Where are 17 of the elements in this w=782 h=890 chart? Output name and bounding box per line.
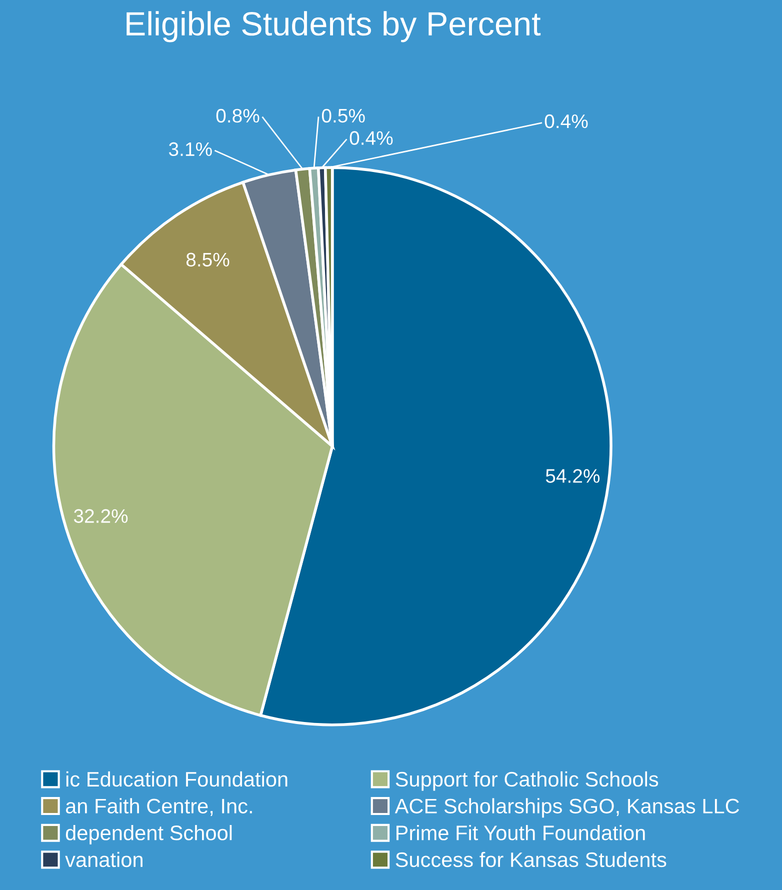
legend-label: Support for Catholic Schools bbox=[396, 771, 658, 791]
legend-label: vanation bbox=[65, 852, 142, 868]
data-label: 0.4% bbox=[350, 131, 393, 145]
legend-label: ic Education Foundation bbox=[66, 771, 288, 787]
data-label: 3.1% bbox=[168, 142, 212, 156]
data-label: 54.2% bbox=[546, 469, 600, 483]
data-label: 0.4% bbox=[544, 114, 588, 128]
legend-label: dependent School bbox=[66, 825, 232, 844]
data-label: 8.5% bbox=[186, 252, 230, 267]
data-label: 0.5% bbox=[322, 108, 365, 123]
legend-label: ACE Scholarships SGO, Kansas LLC bbox=[394, 798, 740, 818]
legend-label: an Faith Centre, Inc. bbox=[66, 798, 252, 816]
data-label: 32.2% bbox=[74, 509, 128, 523]
data-label: 0.8% bbox=[216, 108, 260, 123]
legend-label: Success for Kansas Students bbox=[396, 852, 666, 868]
chart-title: Eligible Students by Percent bbox=[126, 11, 541, 42]
legend-label: Prime Fit Youth Foundation bbox=[396, 825, 645, 840]
